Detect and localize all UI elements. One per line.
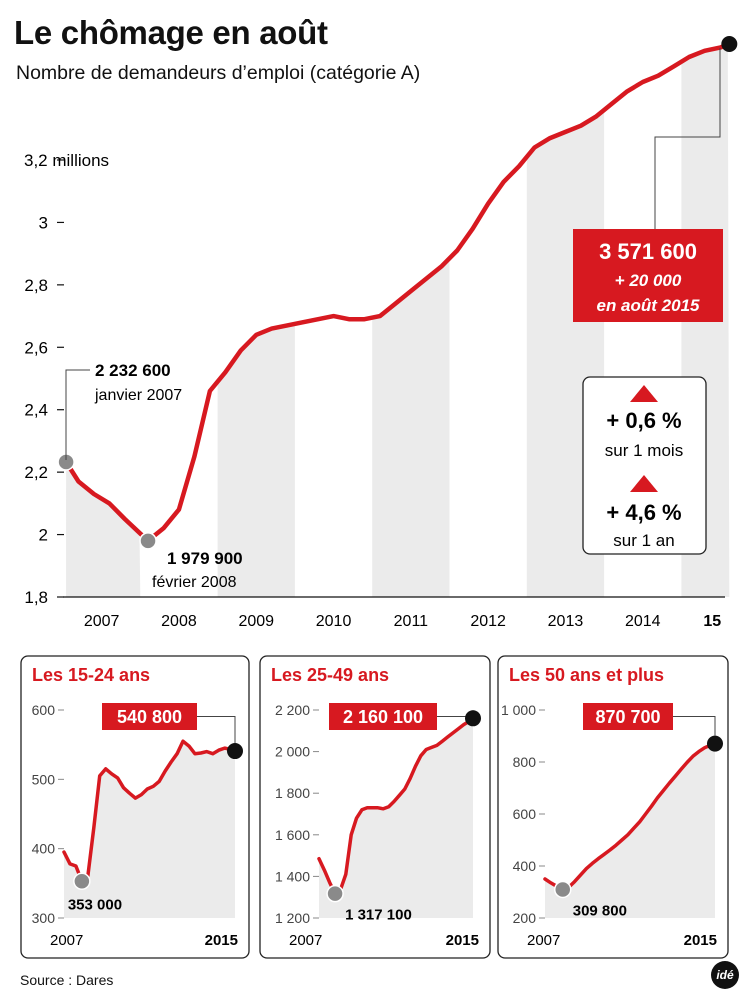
end-callout-box [329, 703, 437, 730]
y-tick-label: 400 [32, 841, 56, 857]
min-point-marker [553, 880, 572, 899]
y-tick-label: 400 [513, 858, 537, 874]
x-tick-label: 2014 [625, 613, 661, 630]
y-tick-label: 2,2 [24, 463, 48, 482]
publisher-logo: idé [711, 961, 739, 989]
page-subtitle: Nombre de demandeurs d’emploi (catégorie… [16, 62, 421, 84]
y-tick-label: 1 200 [275, 910, 310, 926]
variation-month-value: + 0,6 % [606, 408, 681, 433]
variation-month-period: sur 1 mois [605, 441, 683, 460]
y-tick-label: 2 000 [275, 744, 310, 760]
end-callout-box [573, 229, 723, 322]
y-tick-label: 1 600 [275, 827, 310, 843]
variation-year-period: sur 1 an [613, 531, 674, 550]
variation-year-value: + 4,6 % [606, 500, 681, 525]
end-point-label: 2 160 100 [343, 707, 423, 727]
min-point-marker [139, 532, 157, 550]
y-tick-label: 500 [32, 771, 56, 787]
main-series-line [63, 41, 732, 544]
series-line [62, 739, 237, 884]
triangle-up-icon [630, 475, 658, 492]
x-tick-label: 2009 [238, 613, 274, 630]
main-chart: 3,2 millions 3 2,8 2,6 2,4 2,2 2 1,8 2007 2008 20… [24, 36, 738, 630]
x-start-label: 2007 [527, 932, 560, 949]
panel-25-49: Les 25-49 ans 2 200 2 000 1 800 1 600 1 400 1 … [259, 655, 491, 959]
x-end-label: 2015 [446, 932, 479, 949]
end-callout-box [583, 703, 673, 730]
series-area [319, 718, 473, 918]
end-callout-value: 3 571 600 [599, 239, 697, 264]
end-point-label: 870 700 [595, 707, 660, 727]
x-start-label: 2007 [289, 932, 322, 949]
x-tick-label: 2011 [394, 613, 429, 630]
x-tick-label: 2007 [84, 613, 120, 630]
end-point-marker [721, 36, 738, 53]
end-callout-leader [654, 48, 721, 232]
y-tick-label: 200 [513, 910, 537, 926]
start-callout-date: janvier 2007 [94, 387, 182, 404]
end-callout-date: en août 2015 [597, 296, 701, 315]
year-band-1 [217, 323, 295, 597]
panel-title: Les 15-24 ans [32, 665, 150, 685]
series-line [317, 716, 475, 896]
y-tick-label: 1 400 [275, 868, 310, 884]
min-point-marker [326, 884, 344, 903]
y-tick-label: 1,8 [24, 588, 48, 607]
panel-50-plus: Les 50 ans et plus 1 000 800 600 400 200 309 8… [497, 655, 729, 959]
end-point-marker [707, 735, 723, 752]
min-callout-value: 1 979 900 [167, 549, 243, 568]
y-tick-label: 2,8 [24, 276, 48, 295]
min-point-label: 309 800 [573, 902, 627, 919]
x-end-label: 2015 [684, 932, 717, 949]
series-line [543, 741, 717, 892]
x-tick-label: 2012 [470, 613, 506, 630]
page-title: Le chômage en août [14, 14, 328, 51]
min-point-label: 1 317 100 [345, 907, 412, 924]
y-tick-label: 2,6 [24, 338, 48, 357]
source-note: Source : Dares [20, 972, 114, 988]
y-tick-label: 3 [39, 213, 48, 232]
series-area [64, 741, 235, 918]
y-tick-label: 1 000 [501, 702, 536, 718]
min-point-marker [73, 872, 91, 891]
y-tick-label: 300 [32, 910, 56, 926]
min-point-label: 353 000 [68, 896, 122, 913]
year-band-2 [372, 258, 450, 597]
y-tick-label: 600 [32, 702, 56, 718]
end-callout-leader [197, 716, 236, 744]
min-callout-date: février 2008 [152, 574, 237, 591]
y-tick-label: 3,2 millions [24, 151, 109, 170]
publisher-logo-text: idé [716, 968, 734, 982]
x-tick-label: 2010 [316, 613, 352, 630]
x-start-label: 2007 [50, 932, 83, 949]
y-tick-label: 1 800 [275, 785, 310, 801]
triangle-up-icon [630, 385, 658, 402]
variation-box [582, 376, 707, 555]
y-tick-label: 600 [513, 806, 537, 822]
end-callout-box [102, 703, 197, 730]
x-tick-label: 2008 [161, 613, 197, 630]
end-point-label: 540 800 [117, 707, 182, 727]
panel-15-24: Les 15-24 ans 600 500 400 300 353 000 540 800 2… [20, 655, 250, 959]
x-tick-label: 15 [703, 613, 721, 630]
x-end-label: 2015 [205, 932, 238, 949]
end-callout-leader [673, 716, 716, 736]
series-area [545, 743, 715, 918]
start-callout-value: 2 232 600 [95, 361, 171, 380]
panel-title: Les 50 ans et plus [509, 665, 664, 685]
x-tick-label: 2013 [548, 613, 584, 630]
y-tick-label: 2 200 [275, 702, 310, 718]
year-band-0 [66, 462, 141, 597]
end-callout-change: + 20 000 [615, 271, 682, 290]
y-tick-label: 2 [39, 526, 48, 545]
start-callout-leader [65, 369, 90, 460]
y-tick-label: 2,4 [24, 401, 48, 420]
end-point-marker [465, 710, 481, 727]
panel-title: Les 25-49 ans [271, 665, 389, 685]
y-tick-label: 800 [513, 754, 537, 770]
end-point-marker [227, 743, 243, 760]
